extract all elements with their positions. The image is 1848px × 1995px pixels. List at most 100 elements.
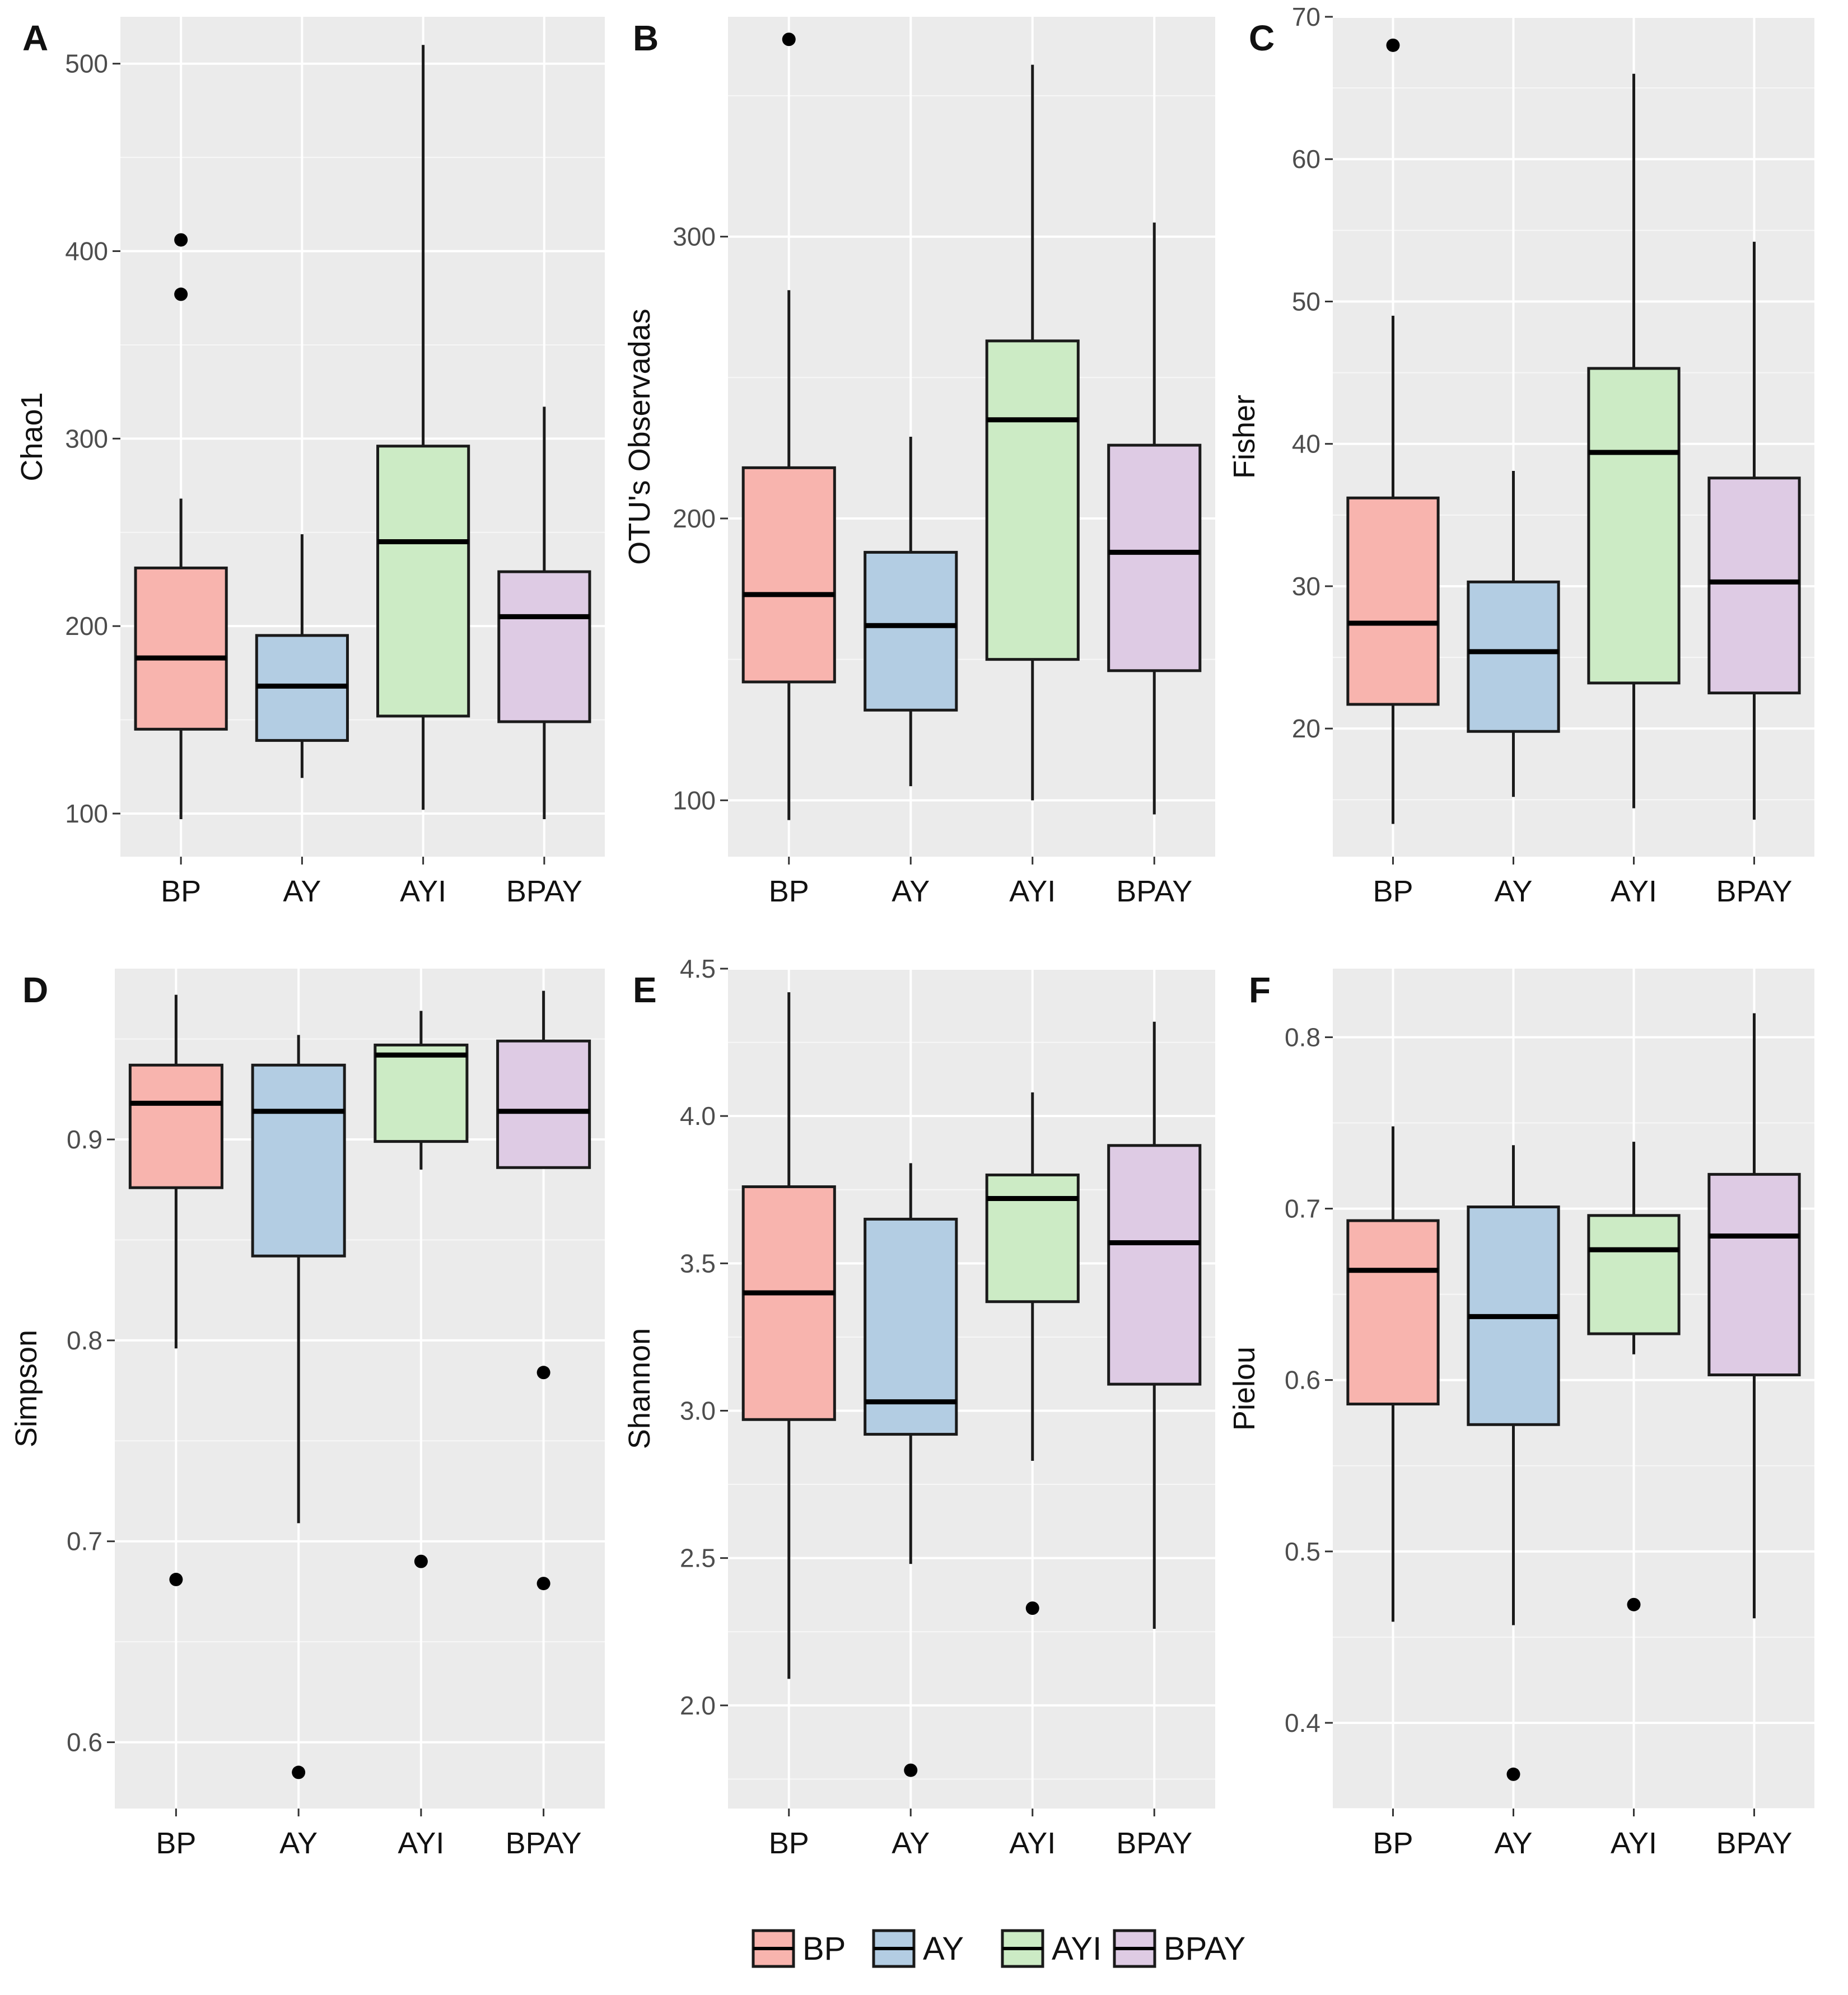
y-tick-label: 300 xyxy=(673,222,716,251)
box-bpay xyxy=(1707,241,1801,820)
y-axis-title: Shannon xyxy=(623,1328,656,1449)
x-tick-label: BPAY xyxy=(506,875,582,908)
iqr-box xyxy=(1346,496,1440,706)
iqr-box xyxy=(1707,1172,1801,1377)
x-tick-label: AYI xyxy=(398,1826,444,1860)
x-tick-label: BPAY xyxy=(1116,1826,1192,1860)
iqr-box xyxy=(1346,1219,1440,1406)
outlier-point xyxy=(536,1577,550,1591)
iqr-box xyxy=(985,339,1080,661)
box-ay xyxy=(864,437,958,787)
x-tick-label: BP xyxy=(156,1826,196,1860)
x-tick-label: AY xyxy=(1494,1826,1532,1860)
legend-item-ay: AY xyxy=(872,1929,964,1968)
iqr-box xyxy=(496,1039,591,1169)
outlier-point xyxy=(904,1763,918,1777)
iqr-box xyxy=(1587,367,1681,685)
iqr-box xyxy=(497,570,591,723)
box-ayi xyxy=(376,45,470,810)
y-tick-label: 100 xyxy=(673,786,716,815)
box-ay xyxy=(251,1035,346,1779)
iqr-box xyxy=(985,1173,1080,1303)
y-tick-label: 2.0 xyxy=(680,1691,716,1720)
legend-item-bp: BP xyxy=(752,1929,846,1968)
iqr-box xyxy=(741,1185,836,1421)
y-tick-label: 200 xyxy=(673,504,716,533)
iqr-box xyxy=(864,550,958,712)
iqr-box xyxy=(741,466,836,684)
iqr-box xyxy=(374,1043,469,1143)
x-tick-label: BPAY xyxy=(1116,875,1192,908)
panel-letter: A xyxy=(22,18,48,58)
panel-letter: D xyxy=(22,970,48,1010)
x-tick-label: AY xyxy=(892,1826,930,1860)
y-tick-label: 0.8 xyxy=(1285,1022,1320,1052)
x-tick-label: BPAY xyxy=(1716,875,1792,908)
y-tick-label: 0.6 xyxy=(1285,1366,1320,1395)
x-tick-label: AYI xyxy=(1611,875,1657,908)
y-tick-label: 2.5 xyxy=(680,1544,716,1573)
panel-letter: E xyxy=(633,970,657,1010)
y-tick-label: 40 xyxy=(1292,429,1320,459)
box-ay xyxy=(1467,1145,1560,1781)
y-tick-label: 4.0 xyxy=(680,1101,716,1130)
x-tick-label: BPAY xyxy=(506,1826,582,1860)
y-axis-title: OTU's Observadas xyxy=(623,309,656,564)
box-ay xyxy=(864,1163,958,1777)
x-tick-label: BPAY xyxy=(1716,1826,1792,1860)
x-tick-label: AYI xyxy=(1009,875,1056,908)
box-bp xyxy=(1346,38,1440,824)
box-bpay xyxy=(497,407,591,820)
box-ayi xyxy=(1587,1142,1681,1611)
outlier-point xyxy=(1506,1767,1520,1781)
legend-label: AYI xyxy=(1052,1931,1102,1967)
y-tick-label: 3.0 xyxy=(680,1396,716,1425)
iqr-box xyxy=(1467,580,1560,733)
y-tick-label: 500 xyxy=(65,49,108,78)
x-tick-label: AY xyxy=(892,875,930,908)
y-tick-label: 300 xyxy=(65,424,108,453)
outlier-point xyxy=(292,1765,306,1779)
panel-background xyxy=(120,17,605,857)
y-tick-label: 400 xyxy=(65,237,108,266)
outlier-point xyxy=(414,1554,428,1568)
iqr-box xyxy=(251,1063,346,1258)
box-ay xyxy=(255,534,349,778)
legend-item-bpay: BPAY xyxy=(1113,1929,1245,1968)
x-tick-label: AY xyxy=(283,875,321,908)
y-tick-label: 200 xyxy=(65,611,108,641)
y-axis-title: Fisher xyxy=(1228,395,1261,479)
y-tick-label: 4.5 xyxy=(680,954,716,983)
iqr-box xyxy=(1587,1214,1681,1335)
box-bpay xyxy=(1707,1013,1801,1619)
x-tick-label: BP xyxy=(1373,1826,1413,1860)
x-tick-label: AY xyxy=(1494,875,1532,908)
x-tick-label: AYI xyxy=(1009,1826,1056,1860)
box-ayi xyxy=(985,1092,1080,1615)
box-bp xyxy=(134,233,228,820)
y-tick-label: 100 xyxy=(65,799,108,828)
legend-label: BP xyxy=(802,1931,846,1967)
outlier-point xyxy=(169,1572,183,1586)
y-tick-label: 0.7 xyxy=(1285,1194,1320,1223)
x-tick-label: AY xyxy=(279,1826,318,1860)
box-bp xyxy=(128,994,223,1586)
y-tick-label: 0.5 xyxy=(1285,1537,1320,1566)
outlier-point xyxy=(536,1366,550,1380)
box-ay xyxy=(1467,471,1560,797)
y-tick-label: 60 xyxy=(1292,144,1320,174)
panel-background xyxy=(728,17,1215,857)
y-axis-title: Chao1 xyxy=(15,392,49,481)
outlier-point xyxy=(782,32,796,46)
iqr-box xyxy=(134,566,228,731)
y-tick-label: 0.8 xyxy=(67,1326,102,1355)
outlier-point xyxy=(174,233,188,247)
x-tick-label: BP xyxy=(769,1826,809,1860)
y-tick-label: 0.4 xyxy=(1285,1708,1320,1737)
